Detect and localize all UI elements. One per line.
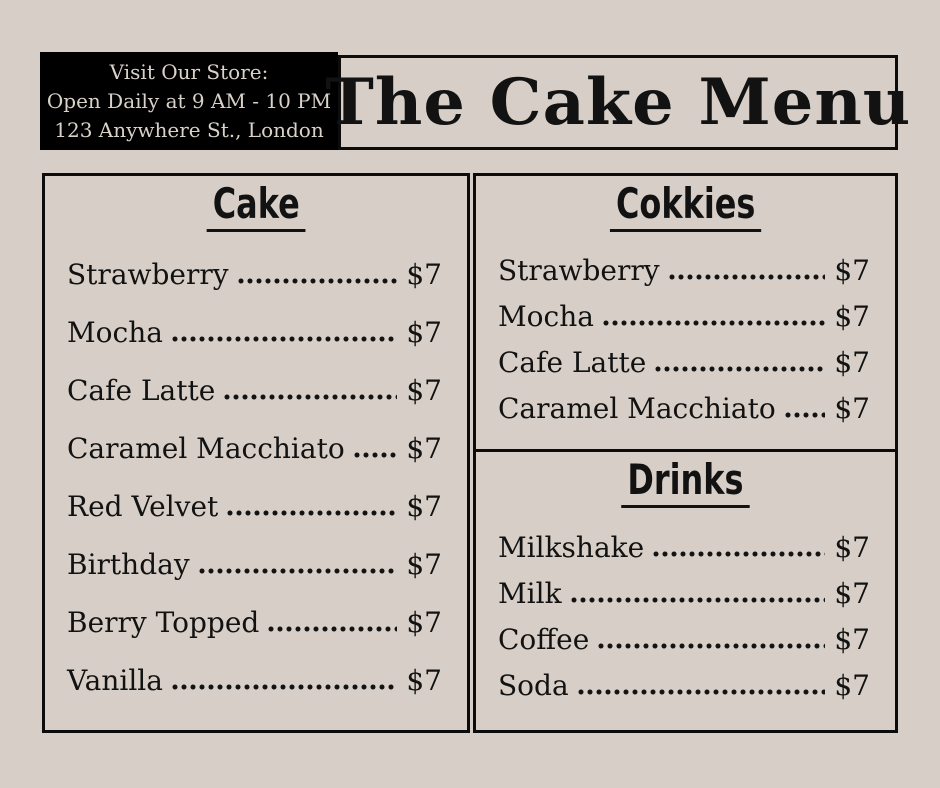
- drinks-section-panel: Drinks Milkshake $7 Milk $7 Coffee $7 So…: [476, 452, 895, 730]
- menu-item-name: Cafe Latte: [67, 374, 216, 407]
- dot-leader: [224, 394, 398, 400]
- menu-item-row: Birthday $7: [67, 546, 442, 583]
- menu-item-name: Coffee: [498, 623, 590, 656]
- dot-leader: [602, 320, 826, 326]
- menu-item-price: $7: [406, 374, 442, 407]
- menu-item-row: Strawberry $7: [498, 252, 870, 289]
- dot-leader: [237, 278, 398, 284]
- menu-item-row: Caramel Macchiato $7: [498, 390, 870, 427]
- dot-leader: [171, 336, 398, 342]
- menu-item-row: Cafe Latte $7: [67, 372, 442, 409]
- menu-item-row: Cafe Latte $7: [498, 344, 870, 381]
- menu-item-row: Caramel Macchiato $7: [67, 430, 442, 467]
- menu-item-name: Caramel Macchiato: [498, 392, 776, 425]
- menu-item-name: Birthday: [67, 548, 190, 581]
- menu-item-row: Mocha $7: [498, 298, 870, 335]
- page-title: The Cake Menu: [324, 65, 912, 140]
- cake-section-header: Cake: [45, 180, 467, 232]
- menu-item-row: Strawberry $7: [67, 256, 442, 293]
- menu-item-price: $7: [406, 316, 442, 349]
- dot-leader: [227, 510, 398, 516]
- drinks-item-list: Milkshake $7 Milk $7 Coffee $7 Soda $7: [476, 508, 895, 704]
- menu-item-name: Strawberry: [67, 258, 229, 291]
- menu-item-price: $7: [834, 577, 870, 610]
- dot-leader: [577, 689, 826, 695]
- dot-leader: [784, 412, 826, 418]
- menu-item-price: $7: [834, 623, 870, 656]
- dot-leader: [570, 597, 826, 603]
- cookies-section-panel: Cokkies Strawberry $7 Mocha $7 Cafe Latt…: [476, 176, 895, 452]
- menu-item-price: $7: [406, 490, 442, 523]
- menu-item-price: $7: [406, 258, 442, 291]
- cake-section-panel: Cake Strawberry $7 Mocha $7 Cafe Latte $…: [42, 173, 470, 733]
- section-title-drinks: Drinks: [621, 456, 750, 508]
- menu-item-name: Soda: [498, 669, 569, 702]
- store-info-line-1: Visit Our Store:: [109, 59, 269, 84]
- dot-leader: [353, 452, 398, 458]
- menu-item-row: Vanilla $7: [67, 662, 442, 699]
- dot-leader: [268, 626, 398, 632]
- dot-leader: [653, 551, 826, 557]
- menu-item-row: Soda $7: [498, 667, 870, 704]
- menu-item-name: Caramel Macchiato: [67, 432, 345, 465]
- store-info-box: Visit Our Store: Open Daily at 9 AM - 10…: [40, 52, 338, 150]
- dot-leader: [198, 568, 398, 574]
- menu-item-row: Mocha $7: [67, 314, 442, 351]
- menu-item-price: $7: [834, 346, 870, 379]
- menu-item-name: Mocha: [67, 316, 163, 349]
- menu-item-price: $7: [406, 432, 442, 465]
- cake-item-list: Strawberry $7 Mocha $7 Cafe Latte $7 Car…: [45, 232, 467, 699]
- store-info-line-3: 123 Anywhere St., London: [54, 117, 324, 142]
- dot-leader: [668, 274, 826, 280]
- menu-item-price: $7: [834, 392, 870, 425]
- menu-item-price: $7: [834, 254, 870, 287]
- cookies-item-list: Strawberry $7 Mocha $7 Cafe Latte $7 Car…: [476, 232, 895, 427]
- menu-item-price: $7: [834, 669, 870, 702]
- section-title-cookies: Cokkies: [609, 180, 762, 232]
- menu-item-price: $7: [834, 300, 870, 333]
- cookies-section-header: Cokkies: [476, 180, 895, 232]
- menu-item-price: $7: [406, 606, 442, 639]
- menu-item-name: Mocha: [498, 300, 594, 333]
- menu-item-row: Coffee $7: [498, 621, 870, 658]
- menu-item-price: $7: [406, 664, 442, 697]
- menu-item-price: $7: [406, 548, 442, 581]
- menu-item-name: Milkshake: [498, 531, 645, 564]
- menu-item-row: Milk $7: [498, 575, 870, 612]
- dot-leader: [655, 366, 826, 372]
- menu-item-name: Milk: [498, 577, 562, 610]
- menu-item-name: Berry Topped: [67, 606, 260, 639]
- menu-item-name: Red Velvet: [67, 490, 219, 523]
- store-info-line-2: Open Daily at 9 AM - 10 PM: [46, 88, 332, 113]
- menu-item-name: Vanilla: [67, 664, 163, 697]
- menu-item-row: Berry Topped $7: [67, 604, 442, 641]
- drinks-section-header: Drinks: [476, 456, 895, 508]
- section-title-cake: Cake: [206, 180, 306, 232]
- title-box: The Cake Menu: [325, 55, 910, 150]
- menu-item-name: Strawberry: [498, 254, 660, 287]
- menu-item-row: Red Velvet $7: [67, 488, 442, 525]
- right-panel: Cokkies Strawberry $7 Mocha $7 Cafe Latt…: [473, 173, 898, 733]
- menu-item-row: Milkshake $7: [498, 529, 870, 566]
- dot-leader: [171, 684, 398, 690]
- menu-item-name: Cafe Latte: [498, 346, 647, 379]
- dot-leader: [598, 643, 826, 649]
- menu-item-price: $7: [834, 531, 870, 564]
